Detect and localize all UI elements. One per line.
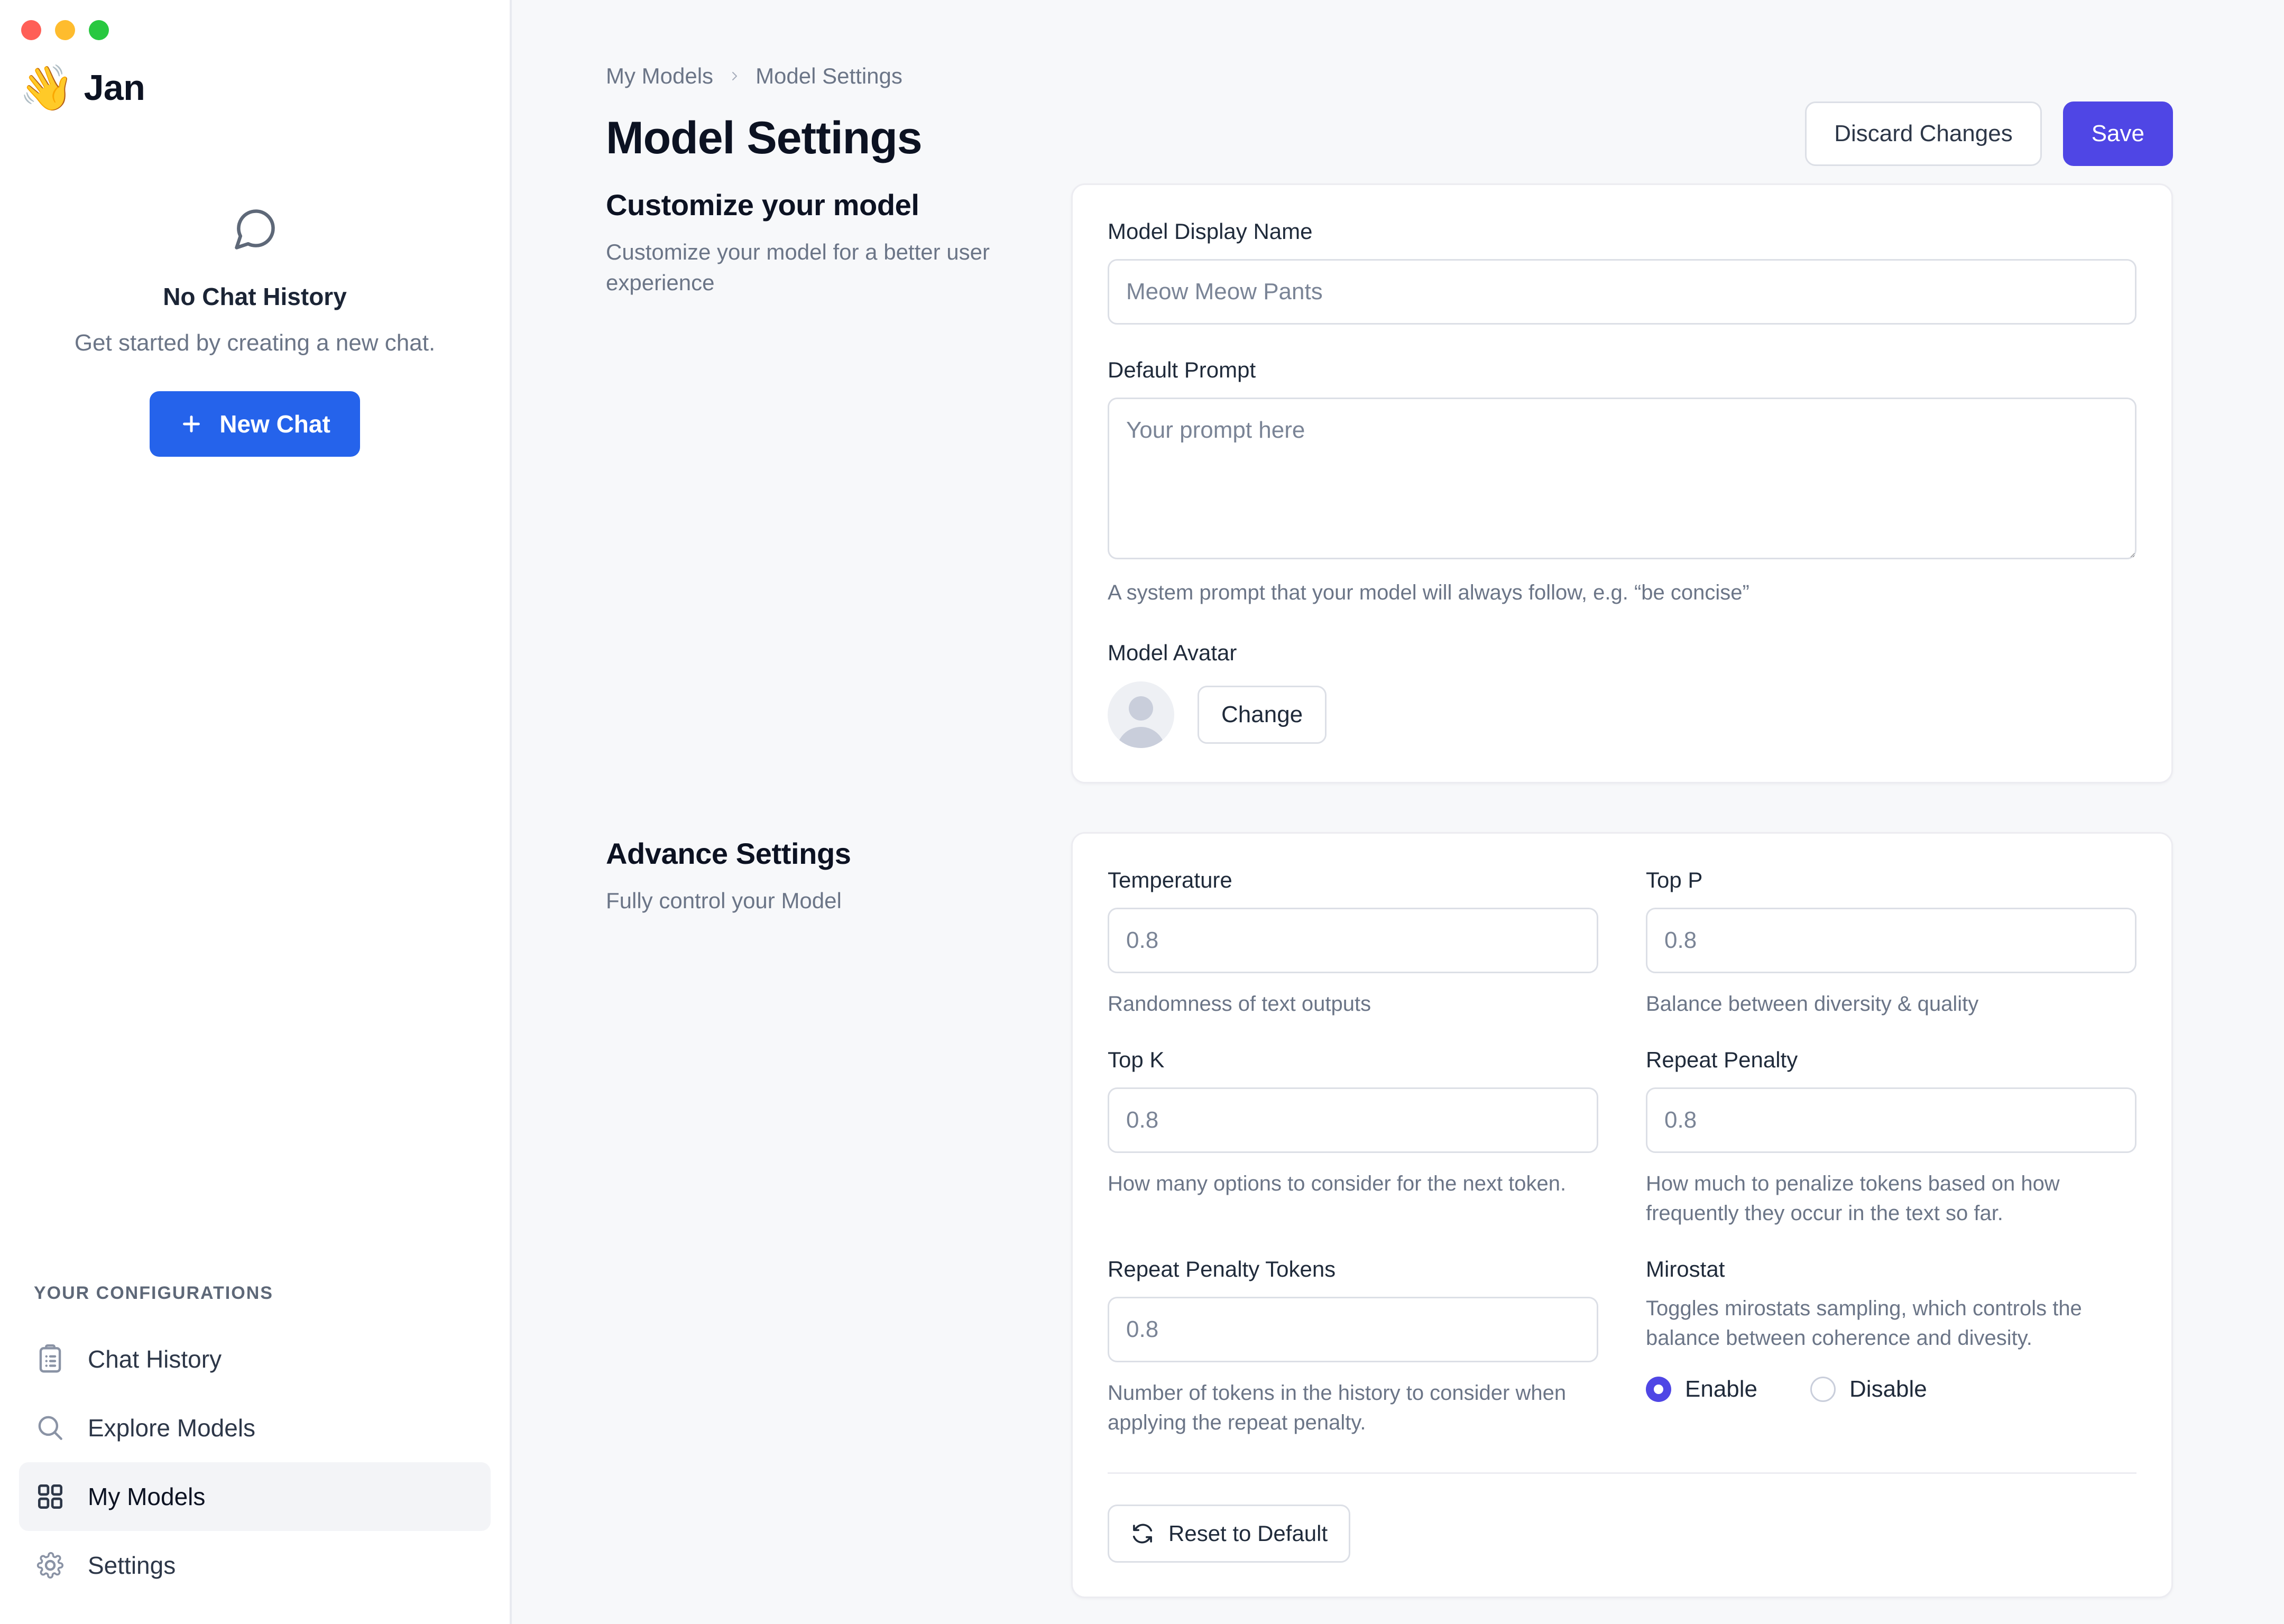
app-name: Jan: [84, 68, 145, 108]
section-customize-title: Customize your model: [606, 188, 919, 222]
advance-settings-grid: Temperature Randomness of text outputs T…: [1108, 868, 2136, 1437]
section-advance-title: Advance Settings: [606, 837, 851, 870]
chevron-right-icon: [732, 72, 738, 80]
search-icon: [38, 1416, 62, 1440]
mirostat-description: Toggles mirostats sampling, which contro…: [1646, 1297, 2082, 1350]
default-prompt-block: Default Prompt A system prompt that your…: [1108, 357, 2136, 607]
avatar: [1108, 681, 1174, 748]
sidebar: 👋 Jan No Chat History Get started by cre…: [0, 0, 512, 1624]
chat-bubble-icon: [235, 209, 275, 250]
sidebar-item-settings[interactable]: Settings: [19, 1531, 491, 1600]
top-p-hint: Balance between diversity & quality: [1646, 992, 1979, 1016]
minimize-window-button[interactable]: [55, 20, 75, 40]
repeat-penalty-tokens-label: Repeat Penalty Tokens: [1108, 1257, 1336, 1281]
reset-to-default-label: Reset to Default: [1168, 1521, 1328, 1546]
customize-card: Model Display Name Default Prompt A syst…: [1071, 183, 2173, 783]
sidebar-item-my-models[interactable]: My Models: [19, 1462, 491, 1531]
top-p-label: Top P: [1646, 868, 1703, 892]
clipboard-list-icon: [39, 1344, 61, 1373]
breadcrumb-item-my-models[interactable]: My Models: [606, 63, 714, 88]
radio-unselected-icon[interactable]: [1810, 1377, 1836, 1402]
section-advance-settings: Advance Settings Fully control your Mode…: [512, 832, 2284, 1598]
empty-state-subtitle: Get started by creating a new chat.: [74, 330, 436, 356]
top-p-input[interactable]: [1646, 908, 2136, 973]
waving-hand-icon: 👋: [19, 63, 75, 113]
model-avatar-label: Model Avatar: [1108, 640, 1237, 665]
main-content: My Models Model Settings Model Settings …: [512, 0, 2284, 1624]
section-customize-model: Customize your model Customize your mode…: [512, 183, 2284, 783]
model-avatar-block: Model Avatar Change: [1108, 640, 2136, 748]
default-prompt-hint: A system prompt that your model will alw…: [1108, 581, 1749, 604]
refresh-icon: [1132, 1524, 1153, 1544]
temperature-hint: Randomness of text outputs: [1108, 992, 1371, 1016]
field-repeat-penalty-tokens: Repeat Penalty Tokens Number of tokens i…: [1108, 1257, 1598, 1437]
mirostat-enable-option[interactable]: Enable: [1646, 1376, 1757, 1402]
app-brand: 👋 Jan: [0, 40, 510, 110]
section-customize-info: Customize your model Customize your mode…: [606, 183, 1071, 298]
breadcrumb: My Models Model Settings: [606, 63, 2009, 89]
chat-history-empty-state: No Chat History Get started by creating …: [0, 205, 510, 457]
gear-icon: [36, 1552, 63, 1579]
repeat-penalty-hint: How much to penalize tokens based on how…: [1646, 1172, 2060, 1225]
model-display-name-block: Model Display Name: [1108, 219, 2136, 325]
configurations-heading: YOUR CONFIGURATIONS: [34, 1283, 273, 1303]
page-title: Model Settings: [606, 113, 923, 163]
header-actions: Discard Changes Save: [1805, 102, 2173, 166]
page-header: My Models Model Settings Model Settings …: [512, 0, 2284, 166]
top-k-hint: How many options to consider for the nex…: [1108, 1172, 1567, 1195]
section-advance-description: Fully control your Model: [606, 888, 842, 913]
field-temperature: Temperature Randomness of text outputs: [1108, 868, 1598, 1019]
advance-divider: [1108, 1472, 2136, 1474]
mirostat-disable-label: Disable: [1849, 1376, 1927, 1402]
save-button[interactable]: Save: [2062, 102, 2173, 166]
section-advance-info: Advance Settings Fully control your Mode…: [606, 832, 1071, 916]
reset-to-default-button[interactable]: Reset to Default: [1108, 1505, 1351, 1563]
field-top-k: Top K How many options to consider for t…: [1108, 1047, 1598, 1228]
sidebar-item-label: Chat History: [88, 1345, 222, 1373]
change-avatar-button[interactable]: Change: [1198, 686, 1327, 744]
window-traffic-lights: [0, 0, 510, 40]
sidebar-navigation: YOUR CONFIGURATIONS Chat History Expl: [0, 1283, 510, 1624]
sidebar-item-label: Explore Models: [88, 1414, 256, 1442]
new-chat-button-label: New Chat: [219, 410, 330, 438]
avatar-head-shape: [1129, 696, 1153, 721]
model-display-name-label: Model Display Name: [1108, 219, 1313, 244]
advance-card: Temperature Randomness of text outputs T…: [1071, 832, 2173, 1598]
mirostat-enable-label: Enable: [1685, 1376, 1758, 1402]
default-prompt-textarea[interactable]: [1108, 398, 2136, 559]
new-chat-button[interactable]: New Chat: [150, 391, 360, 457]
model-avatar-row: Change: [1108, 681, 2136, 748]
grid-icon: [38, 1484, 62, 1509]
mirostat-disable-option[interactable]: Disable: [1810, 1376, 1927, 1402]
repeat-penalty-tokens-hint: Number of tokens in the history to consi…: [1108, 1381, 1567, 1434]
default-prompt-label: Default Prompt: [1108, 357, 1256, 382]
empty-state-title: No Chat History: [163, 283, 347, 310]
field-mirostat: Mirostat Toggles mirostats sampling, whi…: [1646, 1257, 2136, 1437]
sidebar-item-label: Settings: [88, 1552, 176, 1579]
sidebar-item-explore-models[interactable]: Explore Models: [19, 1394, 491, 1462]
close-window-button[interactable]: [21, 20, 41, 40]
repeat-penalty-label: Repeat Penalty: [1646, 1047, 1798, 1072]
discard-changes-button[interactable]: Discard Changes: [1805, 102, 2042, 166]
radio-selected-icon[interactable]: [1646, 1377, 1671, 1402]
field-top-p: Top P Balance between diversity & qualit…: [1646, 868, 2136, 1019]
zoom-window-button[interactable]: [89, 20, 109, 40]
section-customize-description: Customize your model for a better user e…: [606, 239, 990, 295]
breadcrumb-item-model-settings[interactable]: Model Settings: [756, 63, 902, 88]
model-display-name-input[interactable]: [1108, 259, 2136, 325]
top-k-label: Top K: [1108, 1047, 1165, 1072]
avatar-body-shape: [1117, 727, 1165, 748]
sidebar-item-chat-history[interactable]: Chat History: [19, 1325, 491, 1394]
top-k-input[interactable]: [1108, 1087, 1598, 1153]
field-repeat-penalty: Repeat Penalty How much to penalize toke…: [1646, 1047, 2136, 1228]
mirostat-label: Mirostat: [1646, 1257, 1725, 1281]
temperature-label: Temperature: [1108, 868, 1232, 892]
temperature-input[interactable]: [1108, 908, 1598, 973]
sidebar-item-label: My Models: [88, 1483, 206, 1510]
repeat-penalty-tokens-input[interactable]: [1108, 1297, 1598, 1362]
repeat-penalty-input[interactable]: [1646, 1087, 2136, 1153]
plus-icon: [183, 416, 200, 432]
mirostat-radio-group: Enable Disable: [1646, 1376, 2136, 1402]
